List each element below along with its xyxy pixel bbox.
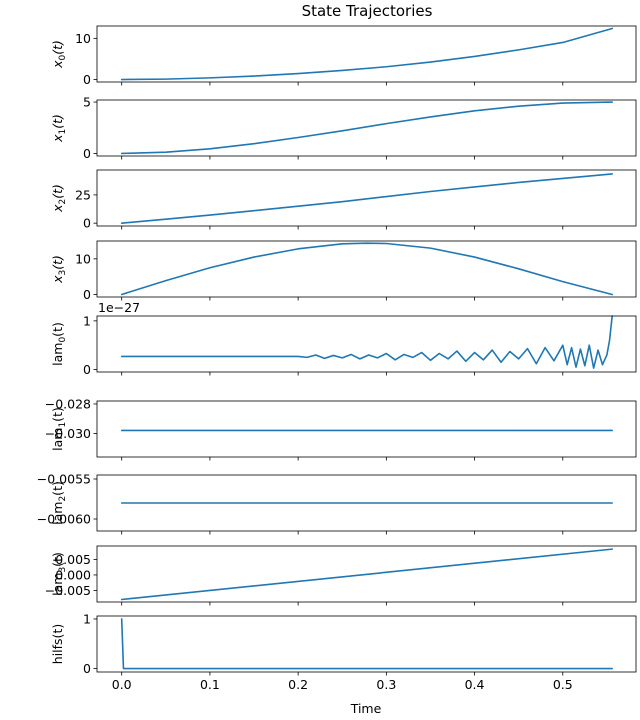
subplot-x0: 0 10 x0(t): [50, 25, 637, 87]
lam3-y-tick-label: −0.005: [45, 583, 91, 598]
x3-y-tick-label: 0: [83, 287, 91, 302]
x3-y-tick-label: 10: [75, 251, 91, 266]
lam2-y-tick-label: −0.0055: [37, 472, 91, 487]
lam0-y-tick-label: 1: [83, 313, 91, 328]
lam2-axes-frame: [96, 474, 637, 532]
hilfs-y-tick-label: 1: [83, 611, 91, 626]
x-tick-label: 0.4: [465, 677, 485, 692]
lam0-offset-text: 1e−27: [98, 300, 140, 315]
hilfs-y-axis-label: hilfs(t): [50, 624, 65, 664]
subplot-x1: 0 5 x1(t): [50, 95, 637, 161]
chart-title: State Trajectories: [302, 2, 433, 20]
lam3-y-tick-label: 0.005: [55, 552, 91, 567]
subplot-stack: 010x0(t)05x1(t)025x2(t)010x3(t)01lam0(t)…: [37, 25, 637, 692]
x-axis-label: Time: [350, 701, 382, 716]
hilfs-axes-frame: [96, 615, 637, 673]
x0-axes-frame: [96, 25, 637, 83]
x1-y-tick-label: 5: [83, 95, 91, 110]
x2-y-axis-label: x2(t): [50, 184, 68, 213]
x2-axes-frame: [96, 169, 637, 227]
x0-series-line: [120, 27, 613, 81]
lam0-axes-frame: [96, 315, 637, 373]
lam0-y-axis-label: lam0(t): [50, 322, 68, 366]
lam1-axes-frame: [96, 400, 637, 458]
subplot-lam0: 0 1 lam0(t) 1e−27: [50, 300, 637, 377]
x1-y-axis-label: x1(t): [50, 114, 68, 143]
x0-y-tick-label: 10: [75, 31, 91, 46]
x2-series-line: [120, 173, 613, 224]
x-tick-label: 0.2: [288, 677, 308, 692]
x-tick-label: 0.5: [553, 677, 573, 692]
lam1-y-axis-label: lam1(t): [50, 407, 68, 451]
x1-axes-frame: [96, 99, 637, 157]
lam3-series-line: [120, 548, 613, 601]
lam3-axes-frame: [96, 545, 637, 603]
x3-axes-frame: [96, 240, 637, 298]
lam1-y-tick-label: −0.028: [45, 396, 91, 411]
x2-y-tick-label: 25: [75, 187, 91, 202]
lam1-y-tick-label: −0.030: [45, 426, 91, 441]
lam0-y-tick-label: 0: [83, 362, 91, 377]
subplot-x2: 0 25 x2(t): [50, 169, 637, 231]
hilfs-series-line: [120, 618, 613, 670]
lam2-y-tick-label: −0.0060: [37, 512, 91, 527]
lam2-y-axis-label: lam2(t): [50, 481, 68, 525]
x0-y-tick-label: 0: [83, 72, 91, 87]
x1-y-tick-label: 0: [83, 146, 91, 161]
lam0-series-line: [120, 315, 613, 369]
x3-y-axis-label: x3(t): [50, 255, 68, 284]
x-tick-label: 0.0: [112, 677, 132, 692]
lam3-y-tick-label: 0.000: [55, 567, 91, 582]
x1-series-line: [120, 101, 613, 155]
x2-y-tick-label: 0: [83, 216, 91, 231]
x-tick-label: 0.3: [376, 677, 396, 692]
lam3-y-axis-label: lam3(t): [50, 552, 68, 596]
subplot-x3: 0 10 x3(t): [50, 240, 637, 302]
hilfs-y-tick-label: 0: [83, 661, 91, 676]
x0-y-axis-label: x0(t): [50, 40, 68, 69]
subplot-hilfs: 0.0 0.1 0.2 0.3 0.4 0.5 0 1 hilfs(t): [50, 611, 637, 692]
x-tick-label: 0.1: [200, 677, 220, 692]
x3-series-line: [120, 242, 613, 296]
